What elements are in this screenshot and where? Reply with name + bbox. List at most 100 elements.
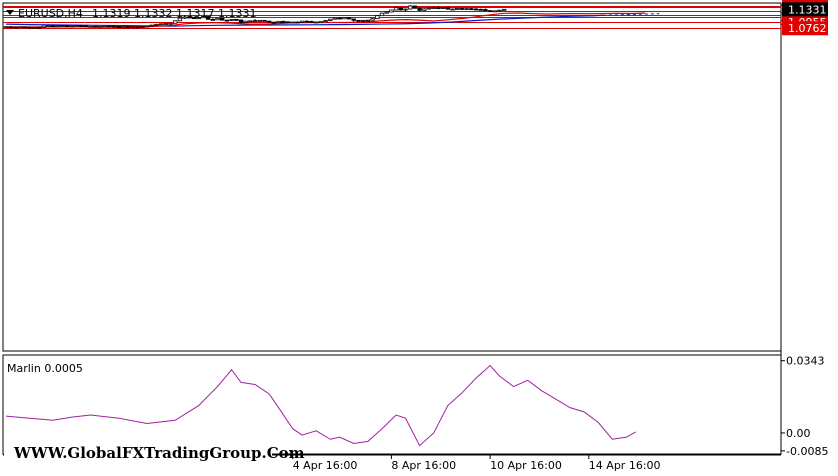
candle xyxy=(187,15,192,19)
candle xyxy=(116,26,121,28)
candle xyxy=(79,25,84,28)
bull-candle-body xyxy=(379,12,385,17)
candle xyxy=(191,17,197,20)
bull-candle-body xyxy=(69,25,74,28)
candle xyxy=(370,18,375,21)
candle xyxy=(126,26,131,29)
bull-candle-body xyxy=(55,25,60,28)
bull-candle-body xyxy=(464,8,469,11)
candle xyxy=(398,7,403,11)
candle xyxy=(27,26,32,29)
level-label-bg xyxy=(782,21,828,36)
slow-ma-line xyxy=(5,14,603,27)
candle xyxy=(234,18,239,21)
time-axis: 4 Apr 16:00 8 Apr 16:00 10 Apr 16:00 14 Apr… xyxy=(292,455,661,472)
candle xyxy=(393,6,399,11)
oscillator-line xyxy=(5,364,637,447)
bull-candle-body xyxy=(46,25,51,28)
candle xyxy=(285,21,291,24)
candle xyxy=(238,19,244,24)
candle xyxy=(497,9,502,12)
bear-candle-body xyxy=(83,25,89,28)
bear-candle-body xyxy=(309,20,314,23)
bear-candle-body xyxy=(126,26,131,29)
bull-candle-body xyxy=(426,7,432,10)
candle xyxy=(450,8,455,11)
bear-candle-body xyxy=(266,20,272,23)
bull-candle-body xyxy=(384,11,389,14)
bear-candle-body xyxy=(238,19,244,23)
candle xyxy=(111,25,117,28)
chart-menu-triangle-icon[interactable] xyxy=(6,10,14,15)
candle xyxy=(41,25,46,28)
bear-candle-body xyxy=(487,10,493,13)
candle xyxy=(163,23,168,25)
bull-candle-body xyxy=(3,26,9,29)
bear-candle-body xyxy=(356,19,361,22)
bear-candle-body xyxy=(398,7,403,11)
candle xyxy=(168,22,173,25)
candle xyxy=(55,25,60,28)
bear-candle-body xyxy=(13,26,18,29)
bull-candle-body xyxy=(276,20,281,24)
candle xyxy=(459,7,465,10)
candle xyxy=(144,25,150,28)
bull-candle-body xyxy=(332,17,338,20)
oscillator-tick-label: 0.00 xyxy=(786,427,811,440)
candle xyxy=(257,19,262,22)
bull-candle-body xyxy=(328,18,333,21)
ohlc-readout: 1.1319 1.1332 1.1317 1.1331 xyxy=(92,7,256,20)
candle xyxy=(389,9,394,13)
candle xyxy=(328,18,333,21)
bear-candle-body xyxy=(346,17,352,20)
bear-candle-body xyxy=(27,26,32,29)
candle xyxy=(102,25,107,28)
bull-candle-body xyxy=(88,25,93,28)
bull-candle-body xyxy=(243,20,248,23)
bear-candle-body xyxy=(64,25,70,28)
bear-candle-body xyxy=(224,19,230,22)
candle xyxy=(158,23,164,26)
bear-candle-body xyxy=(187,16,192,19)
bear-candle-body xyxy=(93,25,98,28)
current-price-label: 1.1331 xyxy=(788,3,827,16)
candle xyxy=(332,17,338,20)
candle xyxy=(219,17,225,21)
bull-candle-body xyxy=(431,7,436,10)
bear-candle-body xyxy=(478,8,483,11)
oscillator-axis: 0.0343 0.00 -0.0085 xyxy=(781,355,828,458)
bear-candle-body xyxy=(36,26,42,29)
candle xyxy=(8,26,13,29)
bull-candle-body xyxy=(177,17,183,22)
bull-candle-body xyxy=(17,26,23,29)
fast-moving-average xyxy=(5,12,646,28)
bear-candle-body xyxy=(107,25,112,28)
time-tick-label: 14 Apr 16:00 xyxy=(589,459,661,472)
candle xyxy=(36,26,42,29)
bear-candle-body xyxy=(295,21,300,24)
candle xyxy=(295,21,300,24)
bull-candle-body xyxy=(370,18,375,21)
bull-candle-body xyxy=(229,18,234,21)
bear-candle-body xyxy=(111,25,117,28)
oscillator-series xyxy=(5,364,637,447)
bull-candle-body xyxy=(375,15,380,20)
candle xyxy=(60,25,65,28)
bear-candle-body xyxy=(191,17,197,20)
bear-candle-body xyxy=(262,19,267,22)
candle xyxy=(229,18,234,21)
candle xyxy=(337,17,342,20)
bear-candle-body xyxy=(50,25,56,28)
bull-candle-body xyxy=(172,20,178,24)
bear-candle-body xyxy=(205,16,211,20)
candle xyxy=(281,20,286,23)
bull-candle-body xyxy=(393,7,399,11)
candle xyxy=(304,20,309,23)
bear-candle-body xyxy=(210,18,215,21)
candle xyxy=(473,7,479,11)
candle xyxy=(360,19,366,22)
bull-candle-body xyxy=(97,25,103,28)
bull-candle-body xyxy=(252,20,258,23)
candle xyxy=(407,4,413,10)
time-tick-label: 4 Apr 16:00 xyxy=(293,459,358,472)
